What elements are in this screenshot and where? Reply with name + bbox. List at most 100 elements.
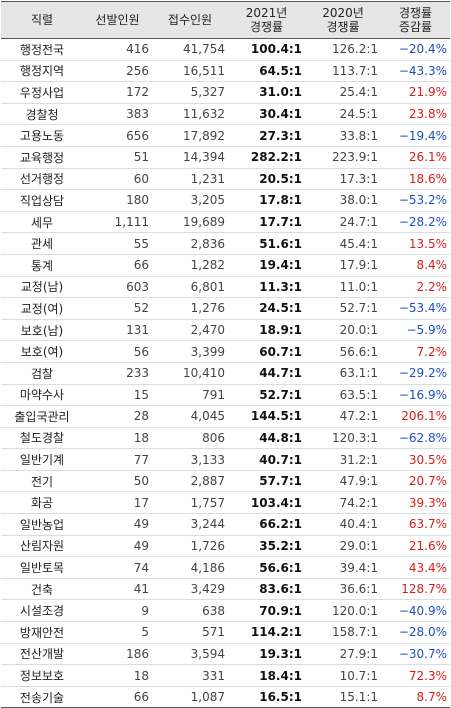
cell-rate-2021: 35.2:1 — [228, 535, 305, 558]
cell-selected: 9 — [83, 599, 152, 623]
cell-change: −30.7% — [381, 643, 450, 666]
cell-rate-2020: 15.1:1 — [305, 686, 381, 708]
cell-name: 직업상담 — [1, 189, 83, 212]
cell-rate-2020: 20.0:1 — [305, 319, 381, 342]
cell-name: 보호(여) — [1, 340, 83, 363]
cell-rate-2020: 11.0:1 — [305, 276, 381, 299]
cell-applicants: 10,410 — [152, 362, 228, 385]
table-row: 일반기계 77 3,133 40.7:1 31.2:1 30.5% — [1, 448, 450, 471]
cell-applicants: 1,087 — [152, 686, 228, 708]
cell-rate-2021: 18.4:1 — [228, 664, 305, 687]
table-row: 일반농업 49 3,244 66.2:1 40.4:1 63.7% — [1, 513, 450, 536]
table-row: 고용노동 656 17,892 27.3:1 33.8:1 −19.4% — [1, 124, 450, 147]
header-rate-2020: 2020년 경쟁률 — [305, 1, 381, 39]
cell-change: −28.2% — [381, 211, 450, 234]
cell-selected: 180 — [83, 189, 152, 212]
cell-name: 건축 — [1, 578, 83, 601]
cell-change: 23.8% — [381, 103, 450, 126]
cell-applicants: 3,244 — [152, 513, 228, 536]
cell-rate-2021: 11.3:1 — [228, 276, 305, 299]
header-name: 직렬 — [1, 1, 83, 39]
cell-change: 8.4% — [381, 254, 450, 277]
cell-applicants: 791 — [152, 384, 228, 407]
cell-rate-2021: 144.5:1 — [228, 405, 305, 428]
cell-applicants: 3,399 — [152, 340, 228, 363]
cell-applicants: 638 — [152, 599, 228, 623]
cell-name: 행정지역 — [1, 60, 83, 83]
header-row: 직렬 선발인원 접수인원 2021년 경쟁률 2020년 경쟁률 경쟁률 증감률 — [1, 1, 450, 39]
table-row: 교정(남) 603 6,801 11.3:1 11.0:1 2.2% — [1, 276, 450, 299]
cell-applicants: 5,327 — [152, 81, 228, 104]
cell-rate-2020: 120.3:1 — [305, 427, 381, 450]
table-row: 철도경찰 18 806 44.8:1 120.3:1 −62.8% — [1, 427, 450, 450]
cell-change: −20.4% — [381, 38, 450, 61]
cell-selected: 66 — [83, 254, 152, 277]
cell-rate-2021: 103.4:1 — [228, 491, 305, 515]
cell-name: 교정(여) — [1, 297, 83, 320]
cell-rate-2021: 18.9:1 — [228, 319, 305, 342]
cell-name: 세무 — [1, 211, 83, 234]
cell-rate-2021: 70.9:1 — [228, 599, 305, 623]
table-row: 전산개발 186 3,594 19.3:1 27.9:1 −30.7% — [1, 643, 450, 666]
cell-rate-2021: 20.5:1 — [228, 168, 305, 191]
table-row: 선거행정 60 1,231 20.5:1 17.3:1 18.6% — [1, 168, 450, 191]
header-rate-2020-year: 2020년 — [322, 6, 364, 20]
cell-rate-2020: 52.7:1 — [305, 297, 381, 320]
cell-selected: 18 — [83, 427, 152, 450]
cell-selected: 52 — [83, 297, 152, 320]
cell-selected: 66 — [83, 686, 152, 708]
cell-selected: 18 — [83, 664, 152, 687]
cell-change: −29.2% — [381, 362, 450, 385]
cell-rate-2021: 57.7:1 — [228, 470, 305, 493]
cell-rate-2021: 17.7:1 — [228, 211, 305, 234]
cell-rate-2020: 74.2:1 — [305, 491, 381, 515]
cell-name: 일반농업 — [1, 513, 83, 536]
table-row: 화공 17 1,757 103.4:1 74.2:1 39.3% — [1, 491, 450, 515]
cell-name: 철도경찰 — [1, 427, 83, 450]
header-name-text: 직렬 — [30, 13, 54, 27]
header-change-line2: 증감률 — [398, 20, 433, 34]
table-row: 보호(남) 131 2,470 18.9:1 20.0:1 −5.9% — [1, 319, 450, 342]
cell-selected: 51 — [83, 146, 152, 169]
cell-change: 21.9% — [381, 81, 450, 104]
cell-rate-2021: 17.8:1 — [228, 189, 305, 212]
cell-change: −53.4% — [381, 297, 450, 320]
cell-rate-2020: 17.9:1 — [305, 254, 381, 277]
cell-applicants: 1,276 — [152, 297, 228, 320]
table-row: 세무 1,111 19,689 17.7:1 24.7:1 −28.2% — [1, 211, 450, 234]
cell-rate-2020: 113.7:1 — [305, 60, 381, 83]
cell-change: 26.1% — [381, 146, 450, 169]
table-row: 행정전국 416 41,754 100.4:1 126.2:1 −20.4% — [1, 38, 450, 61]
cell-rate-2021: 19.3:1 — [228, 643, 305, 666]
table-row: 검찰 233 10,410 44.7:1 63.1:1 −29.2% — [1, 362, 450, 385]
cell-change: 63.7% — [381, 513, 450, 536]
cell-applicants: 6,801 — [152, 276, 228, 299]
table-row: 시설조경 9 638 70.9:1 120.0:1 −40.9% — [1, 599, 450, 623]
cell-change: −19.4% — [381, 124, 450, 147]
cell-applicants: 1,757 — [152, 491, 228, 515]
cell-selected: 416 — [83, 38, 152, 61]
cell-name: 일반토목 — [1, 556, 83, 579]
cell-rate-2020: 47.2:1 — [305, 405, 381, 428]
cell-applicants: 4,045 — [152, 405, 228, 428]
cell-selected: 383 — [83, 103, 152, 126]
cell-applicants: 331 — [152, 664, 228, 687]
cell-applicants: 1,231 — [152, 168, 228, 191]
cell-rate-2021: 56.6:1 — [228, 556, 305, 579]
cell-rate-2021: 64.5:1 — [228, 60, 305, 83]
cell-applicants: 16,511 — [152, 60, 228, 83]
cell-selected: 186 — [83, 643, 152, 666]
cell-selected: 656 — [83, 124, 152, 147]
cell-selected: 172 — [83, 81, 152, 104]
cell-rate-2020: 36.6:1 — [305, 578, 381, 601]
cell-applicants: 571 — [152, 621, 228, 644]
cell-rate-2021: 27.3:1 — [228, 124, 305, 147]
cell-name: 화공 — [1, 491, 83, 515]
cell-rate-2021: 60.7:1 — [228, 340, 305, 363]
cell-name: 시설조경 — [1, 599, 83, 623]
cell-rate-2020: 31.2:1 — [305, 448, 381, 471]
cell-applicants: 3,594 — [152, 643, 228, 666]
cell-selected: 256 — [83, 60, 152, 83]
cell-rate-2020: 29.0:1 — [305, 535, 381, 558]
